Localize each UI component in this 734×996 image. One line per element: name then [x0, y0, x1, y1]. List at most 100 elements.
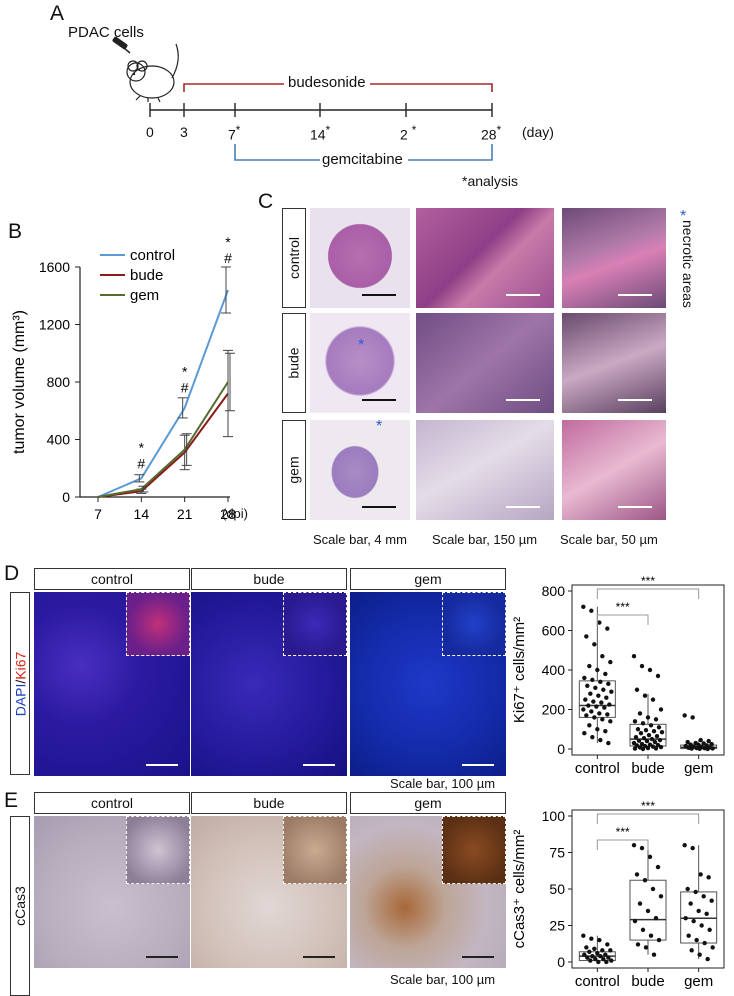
- zoom-inset: [126, 816, 190, 884]
- data-point: [697, 746, 702, 752]
- data-point: [585, 683, 590, 688]
- ki67-boxplot: 0 200 400 600 800 Ki67⁺ cells/mm² control bude g…: [511, 574, 725, 777]
- data-point: [643, 728, 649, 733]
- scale-bar-line: [362, 399, 396, 401]
- data-point: [598, 737, 603, 743]
- y-tick-label: 0: [557, 954, 565, 970]
- data-point: [648, 723, 654, 728]
- data-point: [597, 620, 602, 625]
- data-point: [582, 675, 587, 681]
- he-image-control-1: [310, 208, 410, 308]
- y-tick-label: 1600: [39, 259, 70, 275]
- data-point: [590, 677, 595, 683]
- scale-bar-line: [303, 764, 335, 766]
- data-point: [655, 673, 661, 679]
- data-point: [689, 948, 694, 953]
- data-point: [709, 741, 714, 747]
- data-point: [698, 737, 703, 743]
- data-point: [647, 854, 653, 860]
- panel-b-label: B: [8, 220, 23, 243]
- significance-bracket: [596, 813, 700, 824]
- significance-bracket: [596, 614, 649, 625]
- data-point: [651, 952, 657, 957]
- tick-label: 14*: [310, 124, 331, 143]
- data-point: [648, 933, 654, 938]
- pdac-cells-label: PDAC cells: [68, 24, 144, 41]
- series-line-control: [97, 289, 229, 498]
- y-tick-label: 50: [549, 881, 565, 897]
- tick-label: 7*: [228, 124, 241, 143]
- scale-bar-150um: Scale bar, 150 µm: [432, 532, 538, 547]
- data-point: [592, 642, 597, 647]
- he-image-bude-3: [562, 313, 666, 413]
- data-point: [632, 918, 638, 924]
- data-point: [649, 736, 655, 742]
- stain-separator: /: [12, 679, 29, 684]
- data-point: [589, 709, 594, 714]
- data-point: [642, 878, 648, 883]
- tick-label: 3: [180, 124, 188, 140]
- data-point: [658, 707, 664, 712]
- significance-label: ***: [641, 799, 655, 813]
- data-point: [690, 845, 695, 851]
- day-unit: (day): [522, 124, 554, 140]
- significance-mark: #: [137, 456, 145, 472]
- data-point: [582, 731, 587, 736]
- data-point: [651, 729, 657, 734]
- necrotic-areas-label: necrotic areas: [680, 220, 696, 308]
- x-tick-label: gem: [684, 760, 713, 777]
- data-point: [600, 653, 605, 659]
- data-point: [592, 946, 597, 952]
- asterisk-icon: *: [376, 420, 383, 435]
- data-point: [640, 927, 646, 933]
- tick-label: 2 *: [400, 124, 417, 143]
- scale-bar-line: [618, 294, 652, 296]
- data-point: [605, 626, 610, 631]
- column-header-control: control: [34, 792, 190, 814]
- tick-label: 0: [146, 124, 154, 140]
- data-point: [635, 727, 641, 732]
- data-point: [585, 955, 590, 960]
- data-point: [694, 937, 699, 943]
- column-header-gem: gem: [350, 568, 506, 590]
- scale-bar-line: [362, 506, 396, 508]
- row-label-gem: gem: [282, 420, 306, 520]
- necrotic-legend: * necrotic areas: [674, 208, 696, 322]
- row-label-text: control: [286, 236, 302, 280]
- data-point: [631, 740, 637, 746]
- data-point: [637, 711, 643, 716]
- data-point: [683, 916, 688, 921]
- data-point: [588, 691, 593, 696]
- panel-d-label: D: [4, 562, 20, 585]
- he-image-gem-2: [416, 420, 554, 520]
- data-point: [636, 738, 642, 743]
- data-point: [591, 699, 596, 704]
- data-point: [595, 727, 600, 732]
- scale-bar-line: [362, 294, 396, 296]
- y-tick-label: 400: [47, 432, 71, 448]
- data-point: [595, 667, 600, 673]
- significance-mark: *: [182, 363, 188, 379]
- data-point: [608, 948, 613, 953]
- stain-image-bude: [191, 592, 347, 776]
- syringe-icon: [112, 36, 131, 54]
- x-tick-label: 28: [220, 506, 236, 522]
- series-line-gem: [97, 381, 229, 498]
- data-point: [641, 735, 647, 741]
- data-point: [640, 746, 646, 752]
- data-point: [605, 942, 610, 947]
- zoom-inset: [283, 592, 347, 656]
- timeline-diagram: [149, 83, 493, 161]
- y-tick-label: 200: [542, 702, 566, 718]
- data-point: [604, 695, 609, 700]
- he-image-bude-2: [416, 313, 554, 413]
- data-point: [589, 936, 594, 941]
- data-point: [632, 719, 638, 724]
- data-point: [655, 864, 661, 870]
- data-point: [588, 958, 593, 963]
- data-point: [596, 693, 601, 698]
- y-tick-label: 0: [62, 489, 70, 505]
- y-tick-label: 600: [542, 623, 566, 639]
- scale-bar-line: [146, 764, 178, 766]
- data-point: [601, 956, 606, 962]
